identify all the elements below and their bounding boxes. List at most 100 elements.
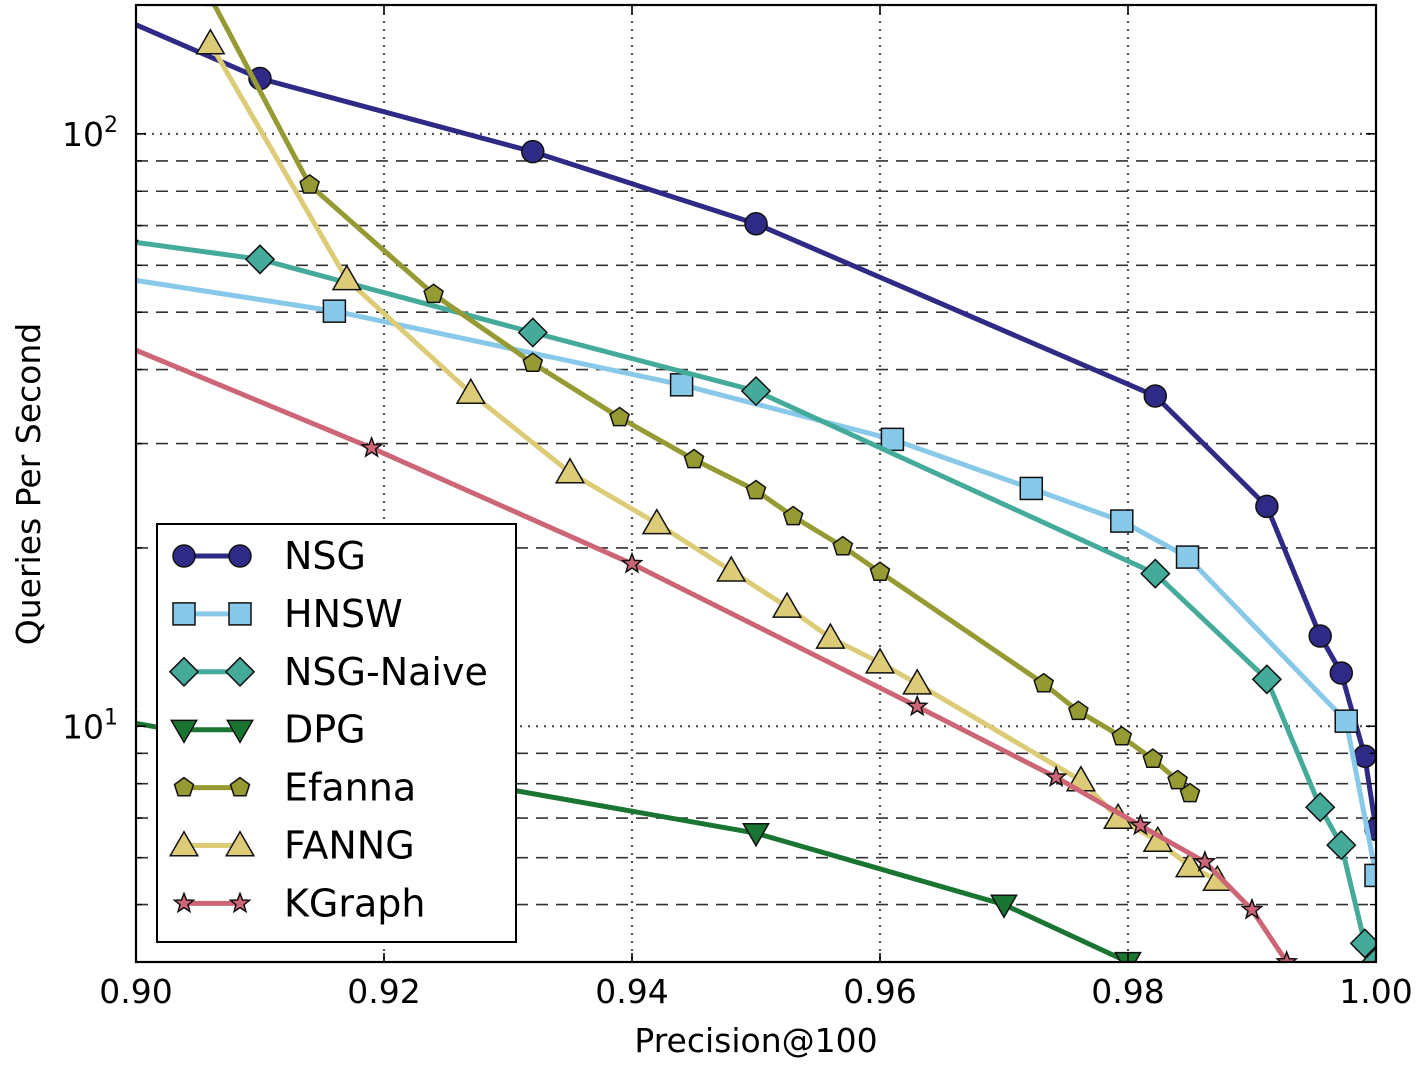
- data-point-dpg: [742, 823, 770, 848]
- data-point-nsg-naive: [517, 317, 548, 348]
- data-point-efanna: [1142, 748, 1164, 768]
- legend-marker-kgraph: [172, 891, 196, 914]
- data-point-nsg: [1353, 744, 1376, 768]
- data-point-efanna: [1033, 672, 1055, 693]
- data-point-kgraph: [620, 551, 644, 574]
- data-point-nsg: [1308, 624, 1332, 648]
- legend-marker-nsg-naive: [168, 656, 200, 687]
- data-point-hnsw: [1019, 476, 1044, 501]
- data-point-efanna: [1111, 725, 1133, 746]
- x-tick-label: 0.98: [1091, 972, 1164, 1011]
- data-point-nsg-naive: [1305, 792, 1336, 823]
- y-tick-label: 102: [62, 113, 118, 154]
- legend-marker-efanna: [173, 776, 195, 797]
- data-point-fanng: [331, 264, 362, 291]
- x-tick-label: 0.90: [99, 972, 172, 1011]
- data-point-kgraph: [360, 435, 384, 458]
- data-point-fanng: [641, 508, 672, 535]
- legend-item-kgraph: KGraph: [172, 881, 425, 925]
- data-point-nsg: [1143, 384, 1168, 408]
- series-hnsw: [136, 277, 1376, 888]
- data-point-hnsw: [1175, 545, 1200, 569]
- series-efanna: [203, 5, 1201, 803]
- series-line-nsg-naive: [136, 239, 1376, 962]
- y-axis-label: Queries Per Second: [9, 323, 48, 645]
- data-point-fanng: [195, 28, 226, 55]
- data-point-fanng: [455, 377, 486, 405]
- legend-marker-kgraph: [228, 891, 252, 914]
- data-point-nsg-naive: [740, 375, 772, 407]
- data-point-efanna: [683, 448, 705, 469]
- legend-item-fanng: FANNG: [168, 824, 415, 868]
- data-point-nsg: [521, 139, 545, 164]
- data-point-kgraph: [1044, 765, 1068, 788]
- x-tick-label: 0.96: [843, 972, 916, 1011]
- data-point-efanna: [1179, 782, 1201, 803]
- legend-marker-dpg: [170, 719, 198, 744]
- data-point-nsg-naive: [1140, 558, 1171, 589]
- y-tick-label: 101: [62, 705, 118, 746]
- data-point-fanng: [902, 668, 933, 695]
- data-point-kgraph: [1240, 897, 1264, 920]
- data-point-nsg: [1255, 494, 1279, 519]
- legend-item-efanna: Efanna: [173, 766, 416, 810]
- x-tick-label: 0.92: [347, 972, 420, 1011]
- legend-marker-hnsw: [228, 602, 252, 626]
- data-point-hnsw: [669, 373, 694, 397]
- legend-box: [156, 523, 517, 943]
- legend-item-hnsw: HNSW: [172, 592, 403, 636]
- x-tick-label: 0.94: [595, 972, 668, 1011]
- legend-item-nsg: NSG: [172, 534, 366, 578]
- data-point-efanna: [609, 406, 630, 427]
- data-point-fanng: [864, 647, 896, 674]
- data-point-efanna: [522, 352, 544, 373]
- series-group: [136, 5, 1376, 962]
- data-point-efanna: [782, 505, 804, 526]
- legend-label-dpg: DPG: [284, 708, 366, 752]
- data-point-efanna: [832, 535, 854, 556]
- legend-label-nsg: NSG: [284, 534, 366, 578]
- series-line-efanna: [211, 5, 1192, 796]
- legend-marker-nsg: [228, 544, 252, 568]
- data-point-fanng: [771, 591, 803, 618]
- legend-item-nsg-naive: NSG-Naive: [168, 650, 488, 694]
- legend-marker-fanng: [168, 830, 200, 857]
- legend-label-efanna: Efanna: [284, 766, 416, 810]
- data-point-kgraph: [1128, 813, 1152, 836]
- data-point-nsg-naive: [1349, 928, 1376, 959]
- data-point-efanna: [299, 173, 320, 194]
- data-point-hnsw: [322, 299, 347, 323]
- data-point-dpg: [990, 894, 1018, 919]
- data-point-nsg-naive: [1251, 664, 1283, 695]
- data-point-kgraph: [1275, 949, 1299, 962]
- data-point-efanna: [869, 561, 891, 582]
- x-tick-label: 1.00: [1339, 972, 1412, 1011]
- legend-marker-nsg-naive: [224, 656, 256, 687]
- legend-label-fanng: FANNG: [284, 824, 415, 868]
- data-point-efanna: [1167, 769, 1188, 790]
- legend-label-nsg-naive: NSG-Naive: [284, 650, 488, 694]
- data-point-efanna: [423, 283, 444, 304]
- data-point-fanng: [1174, 851, 1206, 878]
- data-point-kgraph: [1193, 849, 1217, 872]
- data-point-efanna: [1068, 700, 1089, 721]
- data-point-hnsw: [880, 427, 905, 452]
- data-point-hnsw: [1110, 509, 1134, 533]
- data-point-nsg-naive: [244, 244, 276, 275]
- legend-marker-nsg: [172, 544, 196, 568]
- axis-ticks: 0.90 0.92 0.94 0.96 0.98 1.00 102 101: [62, 5, 1413, 1011]
- data-point-nsg-naive: [1360, 946, 1376, 962]
- data-point-efanna: [745, 479, 767, 500]
- series-nsg-naive: [136, 237, 1376, 962]
- legend-item-dpg: DPG: [170, 708, 366, 752]
- plot-frame: [134, 3, 1378, 964]
- data-point-hnsw: [1364, 863, 1376, 888]
- legend-marker-dpg: [226, 719, 254, 744]
- series-kgraph: [136, 347, 1299, 962]
- legend-marker-fanng: [224, 830, 256, 857]
- data-point-nsg: [1329, 661, 1354, 685]
- data-point-fanng: [815, 622, 846, 649]
- legend-label-kgraph: KGraph: [284, 881, 425, 925]
- legend-marker-hnsw: [172, 602, 196, 626]
